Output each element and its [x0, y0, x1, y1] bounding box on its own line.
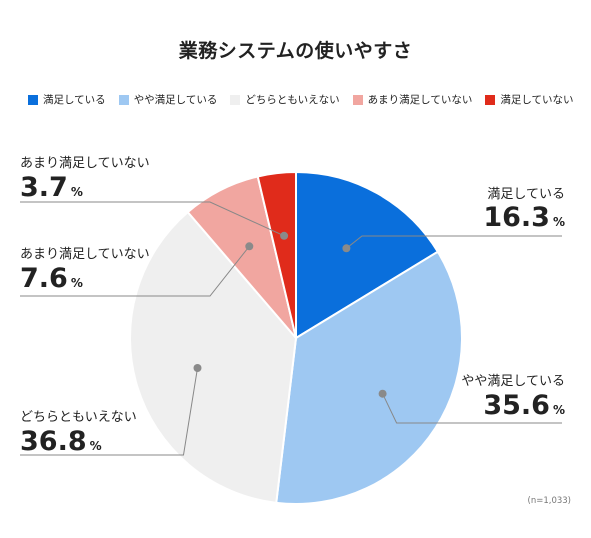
leader-dot-not-very-satisfied [245, 242, 254, 251]
leader-line-dissatisfied [20, 201, 285, 237]
legend-swatch [118, 94, 129, 105]
legend-item-somewhat-satisfied: やや満足している [118, 92, 218, 107]
legend-swatch [352, 94, 363, 105]
callout-label-somewhat-satisfied: やや満足している [461, 374, 565, 389]
leader-dot-satisfied [342, 244, 351, 253]
callout-label-satisfied: 満足している [487, 187, 565, 202]
legend-label: 満足していない [500, 94, 574, 106]
legend-swatch [485, 94, 496, 105]
callout-label-not-satisfied: あまり満足していない [20, 156, 150, 171]
leader-dot-dissatisfied [280, 231, 289, 240]
leader-dot-somewhat-satisfied [378, 389, 387, 398]
value-number: 36.8 [20, 426, 87, 457]
leader-line-somewhat-satisfied [382, 393, 562, 424]
legend-label: やや満足している [133, 94, 218, 106]
legend-swatch [28, 94, 38, 105]
pie-slice-satisfied [295, 170, 440, 340]
callout-value-somewhat-satisfied: 35.6% [483, 392, 565, 424]
pie-slice-dissatisfied [256, 170, 297, 339]
callout-label-not-very-satisfied: あまり満足していない [20, 247, 150, 262]
pie-slice-somewhat-satisfied [275, 250, 463, 505]
legend-item-not-very-satisfied: あまり満足していない [352, 92, 473, 107]
legend-label: あまり満足していない [367, 94, 473, 106]
legend-item-neutral: どちらともいえない [230, 92, 340, 107]
callout-label-neutral: どちらともいえない [20, 410, 137, 425]
legend: 満足している やや満足している どちらともいえない あまり満足していない 満足し… [28, 92, 588, 107]
value-number: 16.3 [483, 202, 550, 233]
legend-swatch [230, 94, 241, 105]
percent-unit: % [552, 403, 565, 417]
leader-line-not-very-satisfied [20, 245, 250, 297]
legend-label: 満足している [43, 94, 106, 106]
percent-unit: % [552, 215, 565, 229]
callout-value-not-satisfied: 3.7% [20, 174, 83, 206]
legend-item-satisfied: 満足している [28, 92, 106, 107]
chart-title: 業務システムの使いやすさ [178, 40, 413, 62]
pie-slice-neutral [129, 210, 298, 504]
leader-line-neutral [20, 367, 198, 456]
callout-value-satisfied: 16.3% [483, 204, 565, 236]
legend-item-dissatisfied: 満足していない [485, 92, 574, 107]
percent-unit: % [70, 185, 83, 199]
leader-line-satisfied [346, 235, 562, 249]
value-number: 35.6 [483, 390, 550, 421]
percent-unit: % [89, 439, 102, 453]
leader-dot-neutral [193, 364, 202, 372]
percent-unit: % [70, 276, 83, 290]
callout-value-neutral: 36.8% [20, 428, 102, 460]
sample-size-note: (n=1,033) [527, 496, 571, 506]
value-number: 7.6 [20, 263, 68, 294]
callout-value-not-very-satisfied: 7.6% [20, 265, 83, 297]
value-number: 3.7 [20, 172, 68, 203]
legend-label: どちらともいえない [245, 94, 340, 106]
